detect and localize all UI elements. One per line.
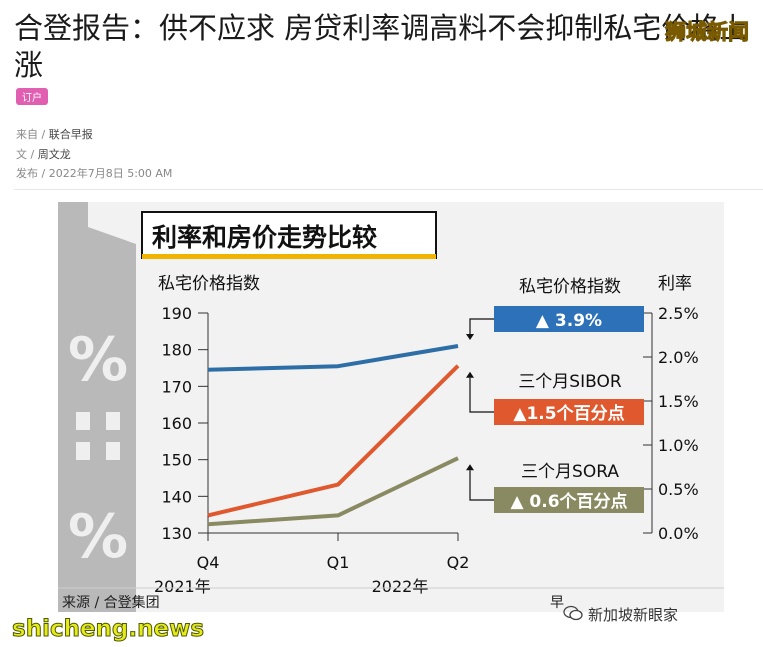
y-left-tick-label: 170 [161, 377, 192, 396]
meta-author: 文 / 周文龙 [16, 146, 71, 162]
annotation-arrowhead [466, 464, 474, 471]
y-left-tick-label: 140 [161, 487, 192, 506]
series-line [207, 456, 459, 527]
annotation-badge-box [494, 306, 644, 332]
y-left-tick-label: 160 [161, 414, 192, 433]
figure-source: 来源 / 合登集团 [62, 594, 160, 611]
watermark-logo-bottom: shicheng.news [11, 616, 205, 643]
y-right-tick-label: 0.5% [658, 480, 699, 499]
y-right-tick-label: 2.0% [658, 348, 699, 367]
house-percent-symbol-1: % [68, 325, 128, 395]
meta-author-value[interactable]: 周文龙 [37, 148, 71, 161]
chart-series [207, 344, 460, 527]
house-window-2 [106, 412, 120, 430]
article-title: 合登报告：供不应求 房贷利率调高料不会抑制私宅价格上涨 [14, 11, 749, 82]
annotation-connector [469, 377, 494, 413]
y-left-tick-label: 130 [161, 524, 192, 543]
x-year-label: 2021年 [154, 577, 211, 596]
y-axis-left-title: 私宅价格指数 [158, 274, 260, 294]
x-tick-label: Q4 [197, 553, 220, 572]
annotation-arrowhead [466, 371, 474, 378]
x-tick-label: Q1 [327, 553, 350, 572]
rate-vs-price-chart: % % 利率和房价走势比较 私宅价格指数 利率 1301401501601701… [58, 202, 724, 612]
annotation-label: 三个月SIBOR [518, 372, 622, 392]
y-left-tick-label: 150 [161, 451, 192, 470]
house-percent-symbol-2: % [68, 502, 128, 572]
y-right-tick-label: 0.0% [658, 524, 699, 543]
figure-footer-right: 早 [550, 595, 564, 611]
meta-author-label: 文 / [16, 148, 35, 161]
series-line [207, 344, 459, 372]
series-line [207, 364, 460, 518]
meta-source-label: 来自 / [16, 128, 46, 141]
chart-axes: 130 140 150 160 170 180 190 2.5% 2.0% 1.5% 1.0% 0.5… [154, 304, 699, 596]
meta-published-label: 发布 / [16, 167, 46, 180]
meta-published-value: 2022年7月8日 5:00 AM [48, 167, 173, 180]
y-left-tick-label: 190 [161, 304, 192, 323]
annotation-badge: ▲ 0.6个百分点 [510, 491, 627, 512]
house-silhouette [58, 202, 136, 612]
annotation-badge-box [494, 487, 644, 513]
house-window-1 [76, 412, 90, 430]
chart-title: 利率和房价走势比较 [152, 223, 377, 252]
annotation-badge: ▲1.5个百分点 [513, 403, 624, 424]
meta-source: 来自 / 联合早报 [16, 126, 93, 142]
house-window-3 [76, 442, 90, 460]
chart-title-underline [142, 254, 436, 259]
annotation-connector [469, 470, 494, 501]
annotation-badge-box [494, 399, 644, 425]
chart-title-box [141, 211, 437, 259]
y-right-tick-label: 1.0% [658, 436, 699, 455]
x-tick-label: Q2 [447, 553, 470, 572]
meta-source-value[interactable]: 联合早报 [48, 128, 93, 141]
annotation-label: 三个月SORA [521, 462, 619, 482]
source-brand: 新加坡新眼家 [588, 606, 679, 624]
x-year-label: 2022年 [372, 577, 429, 596]
header-divider [14, 189, 763, 190]
y-right-tick-label: 2.5% [658, 304, 699, 323]
y-axis-right-title: 利率 [658, 274, 692, 294]
article-figure: % % 利率和房价走势比较 私宅价格指数 利率 130 140 150 160 170 1… [58, 202, 724, 612]
house-window-4 [106, 442, 120, 460]
watermark-logo-top: 狮城新闻 [665, 20, 750, 45]
subscriber-badge[interactable]: 订户 [16, 88, 48, 105]
wechat-icon [563, 605, 583, 621]
annotation-connector [469, 318, 494, 334]
annotation-arrowhead [466, 334, 474, 340]
y-right-tick-label: 1.5% [658, 392, 699, 411]
y-left-tick-label: 180 [161, 341, 192, 360]
annotation-badge: ▲ 3.9% [536, 311, 602, 331]
annotation-label: 私宅价格指数 [519, 277, 621, 297]
meta-published: 发布 / 2022年7月8日 5:00 AM [16, 165, 172, 181]
